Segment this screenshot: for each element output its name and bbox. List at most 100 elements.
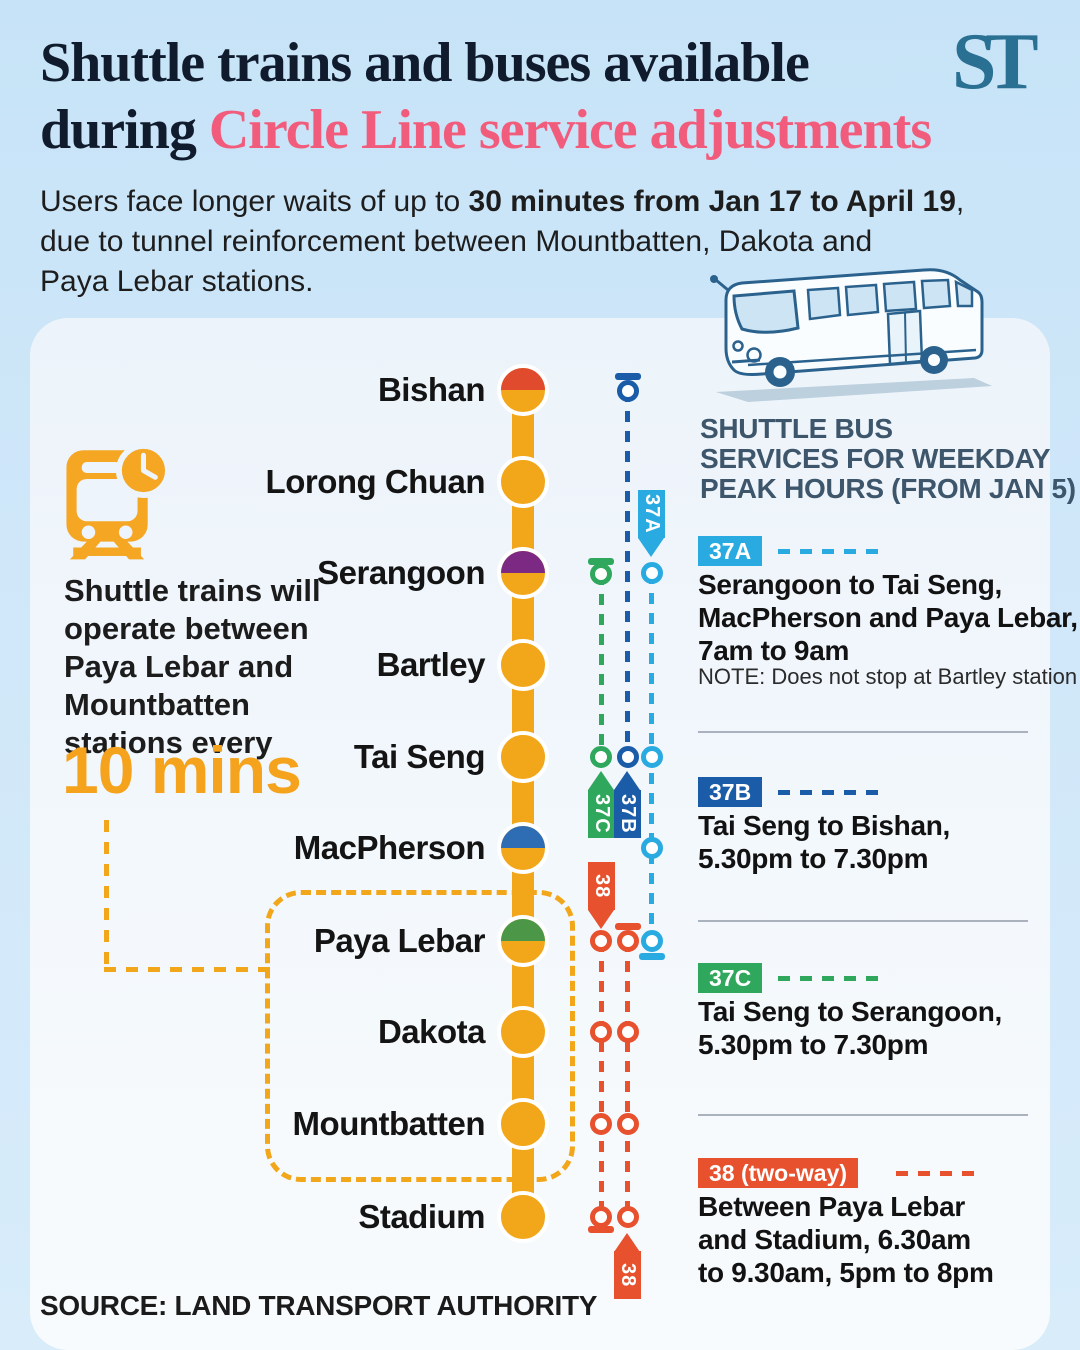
service-line: MacPherson and Paya Lebar, <box>698 602 1078 633</box>
station-dot-lorong-chuan <box>497 456 549 508</box>
stop-38n-payalebar <box>617 930 639 952</box>
stop-37b-bishan <box>617 380 639 402</box>
station-dot-top <box>501 826 545 848</box>
service-line: 5.30pm to 7.30pm <box>698 843 929 874</box>
station-dot-top <box>501 460 545 482</box>
route-38-north-label: 38 <box>614 1251 641 1299</box>
train-interval-value: 10 mins <box>62 733 302 807</box>
route-37b-label: 37B <box>614 790 641 838</box>
station-dot-stadium <box>497 1191 549 1243</box>
station-dot-bishan <box>497 364 549 416</box>
stop-37c-serangoon <box>590 563 612 585</box>
route-38-south-label: 38 <box>588 862 615 910</box>
connector-horizontal <box>104 967 270 972</box>
station-dot-top <box>501 735 545 757</box>
subtitle: Users face longer waits of up to 30 minu… <box>40 182 964 302</box>
bus-illustration-icon <box>710 268 992 402</box>
route-37c-line <box>599 574 604 757</box>
desc-line: operate between <box>64 611 309 646</box>
station-label: Serangoon <box>317 554 485 591</box>
source-credit: SOURCE: LAND TRANSPORT AUTHORITY <box>40 1290 598 1321</box>
service-37a-description: Serangoon to Tai Seng, MacPherson and Pa… <box>698 568 1078 667</box>
service-37c-description: Tai Seng to Serangoon, 5.30pm to 7.30pm <box>698 995 1002 1061</box>
badge-37a-dashes <box>778 549 878 554</box>
stop-38s-stadium <box>590 1206 612 1228</box>
stop-37a-macpherson <box>641 837 663 859</box>
stop-37b-taiseng <box>617 746 639 768</box>
heading-line: PEAK HOURS (FROM JAN 5) <box>700 473 1076 504</box>
badge-37b-dashes <box>778 790 878 795</box>
desc-line: Mountbatten <box>64 687 250 722</box>
station-dot-top <box>501 919 545 941</box>
route-37c-terminus-bar <box>588 558 614 565</box>
route-38-south-line <box>599 941 604 1229</box>
route-38-south-terminus-bar <box>588 1226 614 1233</box>
stop-37c-taiseng <box>590 746 612 768</box>
stop-38s-dakota <box>590 1021 612 1043</box>
route-37a-terminus-bar <box>639 953 665 960</box>
route-37b-line <box>625 391 630 757</box>
stop-37a-serangoon <box>641 562 663 584</box>
straits-times-logo: ST <box>952 18 1039 106</box>
route-37a-label: 37A <box>638 490 665 538</box>
subtitle-bold: 30 minutes from Jan 17 to April 19 <box>468 185 956 218</box>
station-dot-serangoon <box>497 547 549 599</box>
station-dot-top <box>501 368 545 390</box>
divider <box>698 920 1028 922</box>
subtitle-tail: , <box>955 185 965 218</box>
subtitle-line2: due to tunnel reinforcement between Moun… <box>40 225 873 258</box>
service-line: to 9.30am, 5pm to 8pm <box>698 1257 994 1288</box>
station-label: MacPherson <box>293 829 486 866</box>
divider <box>698 1114 1028 1116</box>
page-title: Shuttle trains and buses available durin… <box>40 30 960 164</box>
station-label: Paya Lebar <box>313 922 486 959</box>
station-dot-bartley <box>497 639 549 691</box>
station-label: Bishan <box>377 371 486 408</box>
connector-vertical <box>104 820 109 972</box>
route-38-north-line <box>625 941 630 1217</box>
route-38-south-arrow-down <box>588 910 614 929</box>
station-label: Mountbatten <box>292 1105 486 1142</box>
station-dot-top <box>501 1102 545 1124</box>
title-line1: Shuttle trains and buses available <box>40 32 810 94</box>
badge-37a: 37A <box>698 536 763 566</box>
title-line2-prefix: during <box>40 99 209 161</box>
stop-38s-payalebar <box>590 930 612 952</box>
heading-line: SERVICES FOR WEEKDAY <box>700 443 1051 474</box>
heading-line: SHUTTLE BUS <box>700 413 893 444</box>
shuttle-train-description: Shuttle trains will operate between Paya… <box>64 572 321 762</box>
route-38-north-terminus-bar <box>615 923 641 930</box>
station-label: Dakota <box>377 1013 486 1050</box>
train-with-clock-icon <box>66 443 168 560</box>
stop-37a-payalebar <box>641 930 663 952</box>
station-dot-top <box>501 643 545 665</box>
subtitle-normal: Users face longer waits of up to <box>40 185 469 218</box>
badge-37b: 37B <box>698 777 763 807</box>
service-line: 5.30pm to 7.30pm <box>698 1029 929 1060</box>
service-line: Between Paya Lebar <box>698 1191 965 1222</box>
route-38-north-arrow-up <box>614 1233 640 1252</box>
station-dot-top <box>501 1010 545 1032</box>
route-37a-arrow-down <box>638 538 664 557</box>
desc-line: Shuttle trains will <box>64 573 321 608</box>
station-dot-top <box>501 551 545 573</box>
badge-37c-dashes <box>778 976 878 981</box>
desc-line: stations every <box>64 725 273 760</box>
station-dot-macpherson <box>497 822 549 874</box>
title-line2-highlight: Circle Line service adjustments <box>208 99 932 161</box>
station-dot-mountbatten <box>497 1098 549 1150</box>
route-37c-arrow-up <box>588 771 614 790</box>
stop-38n-dakota <box>617 1021 639 1043</box>
station-dot-tai-seng <box>497 731 549 783</box>
route-37c-label: 37C <box>588 790 615 838</box>
station-dot-dakota <box>497 1006 549 1058</box>
badge-38-dashes <box>896 1171 981 1176</box>
shuttle-bus-heading: SHUTTLE BUS SERVICES FOR WEEKDAY PEAK HO… <box>700 414 1076 504</box>
stop-37a-taiseng <box>641 746 663 768</box>
service-line: Tai Seng to Bishan, <box>698 810 951 841</box>
service-line: Serangoon to Tai Seng, <box>698 569 1003 600</box>
badge-37c: 37C <box>698 963 763 993</box>
stop-38n-mountbatten <box>617 1113 639 1135</box>
divider <box>698 731 1028 733</box>
